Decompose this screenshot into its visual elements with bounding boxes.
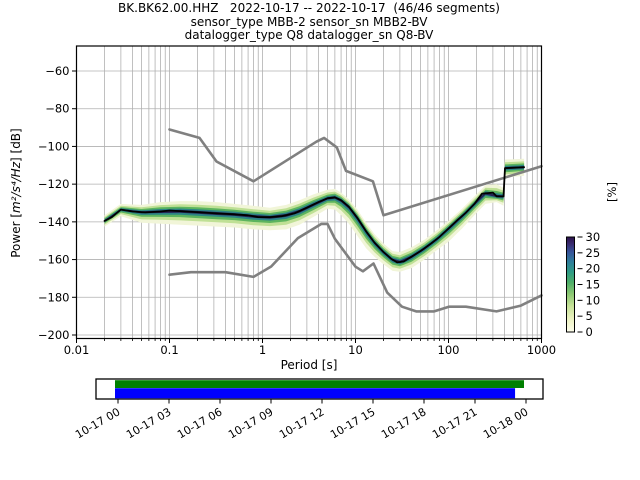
y-axis-label: Power [m²/s⁴/Hz] [dB] bbox=[9, 78, 23, 308]
colorbar-tick-label: 10 bbox=[586, 293, 601, 307]
title-block: BK.BK62.00.HHZ 2022-10-17 -- 2022-10-17 … bbox=[76, 1, 542, 43]
psd-coverage-bar bbox=[114, 388, 516, 399]
y-axis-label-prefix: Power [ bbox=[9, 212, 23, 258]
y-tick-label: −60 bbox=[45, 64, 69, 78]
colorbar-tick-label: 15 bbox=[586, 278, 601, 292]
timeline-tick-label: 10-17 12 bbox=[277, 405, 326, 441]
y-tick-label: −100 bbox=[38, 139, 70, 153]
x-tick-label: 1000 bbox=[527, 343, 556, 357]
colorbar-tick-label: 0 bbox=[586, 325, 593, 339]
band-layer-0 bbox=[104, 158, 525, 272]
psd-mode-line bbox=[103, 166, 525, 264]
y-tick-label: −80 bbox=[45, 102, 69, 116]
plot-subtitle-datalogger: datalogger_type Q8 datalogger_sn Q8-BV bbox=[184, 28, 434, 42]
x-axis-label: Period [s] bbox=[280, 358, 338, 372]
x-tick-label: 0.1 bbox=[160, 343, 178, 357]
y-tick-label: −180 bbox=[38, 290, 70, 304]
timeline-tick-label: 10-17 09 bbox=[226, 405, 275, 441]
y-axis-label-math: m²/s⁴/Hz bbox=[9, 161, 23, 213]
plot-frame bbox=[75, 45, 543, 340]
colorbar-tick-label: 5 bbox=[586, 309, 593, 323]
colorbar-tick-label: 20 bbox=[586, 262, 601, 276]
band-layer-3 bbox=[104, 165, 525, 265]
coverage-timeline: 10-17 00 10-17 03 10-17 06 10-17 09 10-17 12… bbox=[73, 378, 544, 441]
y-axis-label-suffix: ] [dB] bbox=[9, 128, 23, 162]
y-tick-label: −160 bbox=[38, 253, 70, 267]
high-noise-model-line bbox=[168, 128, 543, 217]
data-extent-bar bbox=[114, 380, 525, 388]
x-tick-label: 0.01 bbox=[64, 343, 90, 357]
plot-title: BK.BK62.00.HHZ 2022-10-17 -- 2022-10-17 … bbox=[118, 1, 500, 15]
y-tick-label: −120 bbox=[38, 177, 70, 191]
colorbar-tick-label: 25 bbox=[586, 246, 601, 260]
timeline-tick-label: 10-17 18 bbox=[379, 405, 428, 441]
y-tick-label: −140 bbox=[38, 215, 70, 229]
plot-subtitle-sensor: sensor_type MBB-2 sensor_sn MBB2-BV bbox=[190, 14, 428, 29]
timeline-tick-label: 10-17 21 bbox=[430, 405, 479, 441]
colorbar-axis-label: [%] bbox=[605, 182, 619, 202]
low-noise-model-line bbox=[168, 222, 543, 313]
y-tick-label: −200 bbox=[38, 328, 70, 342]
timeline-tick-label: 10-17 06 bbox=[175, 405, 224, 441]
colorbar-gradient bbox=[566, 236, 575, 333]
timeline-tick-label: 10-17 00 bbox=[73, 405, 122, 441]
x-tick-label: 1 bbox=[259, 343, 266, 357]
psd-histogram-band bbox=[104, 158, 525, 272]
grid-lines bbox=[76, 46, 542, 339]
timeline-tick-label: 10-17 15 bbox=[328, 405, 377, 441]
x-tick-label: 10 bbox=[348, 343, 363, 357]
timeline-tick-label: 10-17 03 bbox=[124, 405, 173, 441]
timeline-tick-label: 10-18 00 bbox=[481, 405, 530, 441]
axis-ticks: 0.01 0.1 1 10 100 1000 −60 −80 −100 −120 −140 −160 −… bbox=[38, 64, 556, 357]
x-tick-label: 100 bbox=[438, 343, 460, 357]
colorbar-tick-label: 30 bbox=[586, 230, 601, 244]
